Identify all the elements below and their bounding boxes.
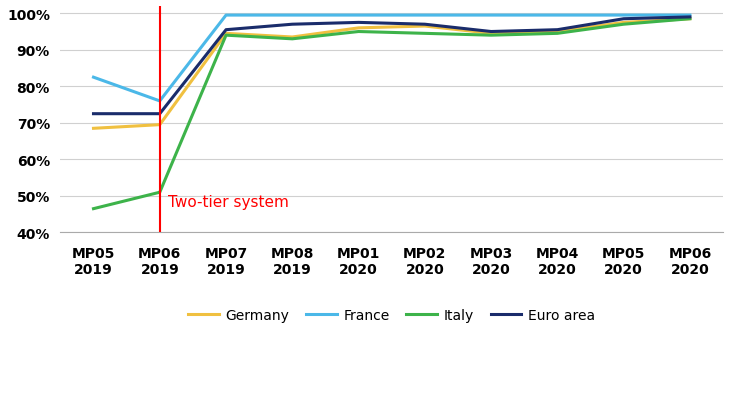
Legend: Germany, France, Italy, Euro area: Germany, France, Italy, Euro area <box>182 303 601 328</box>
Text: Two-tier system: Two-tier system <box>169 194 289 209</box>
